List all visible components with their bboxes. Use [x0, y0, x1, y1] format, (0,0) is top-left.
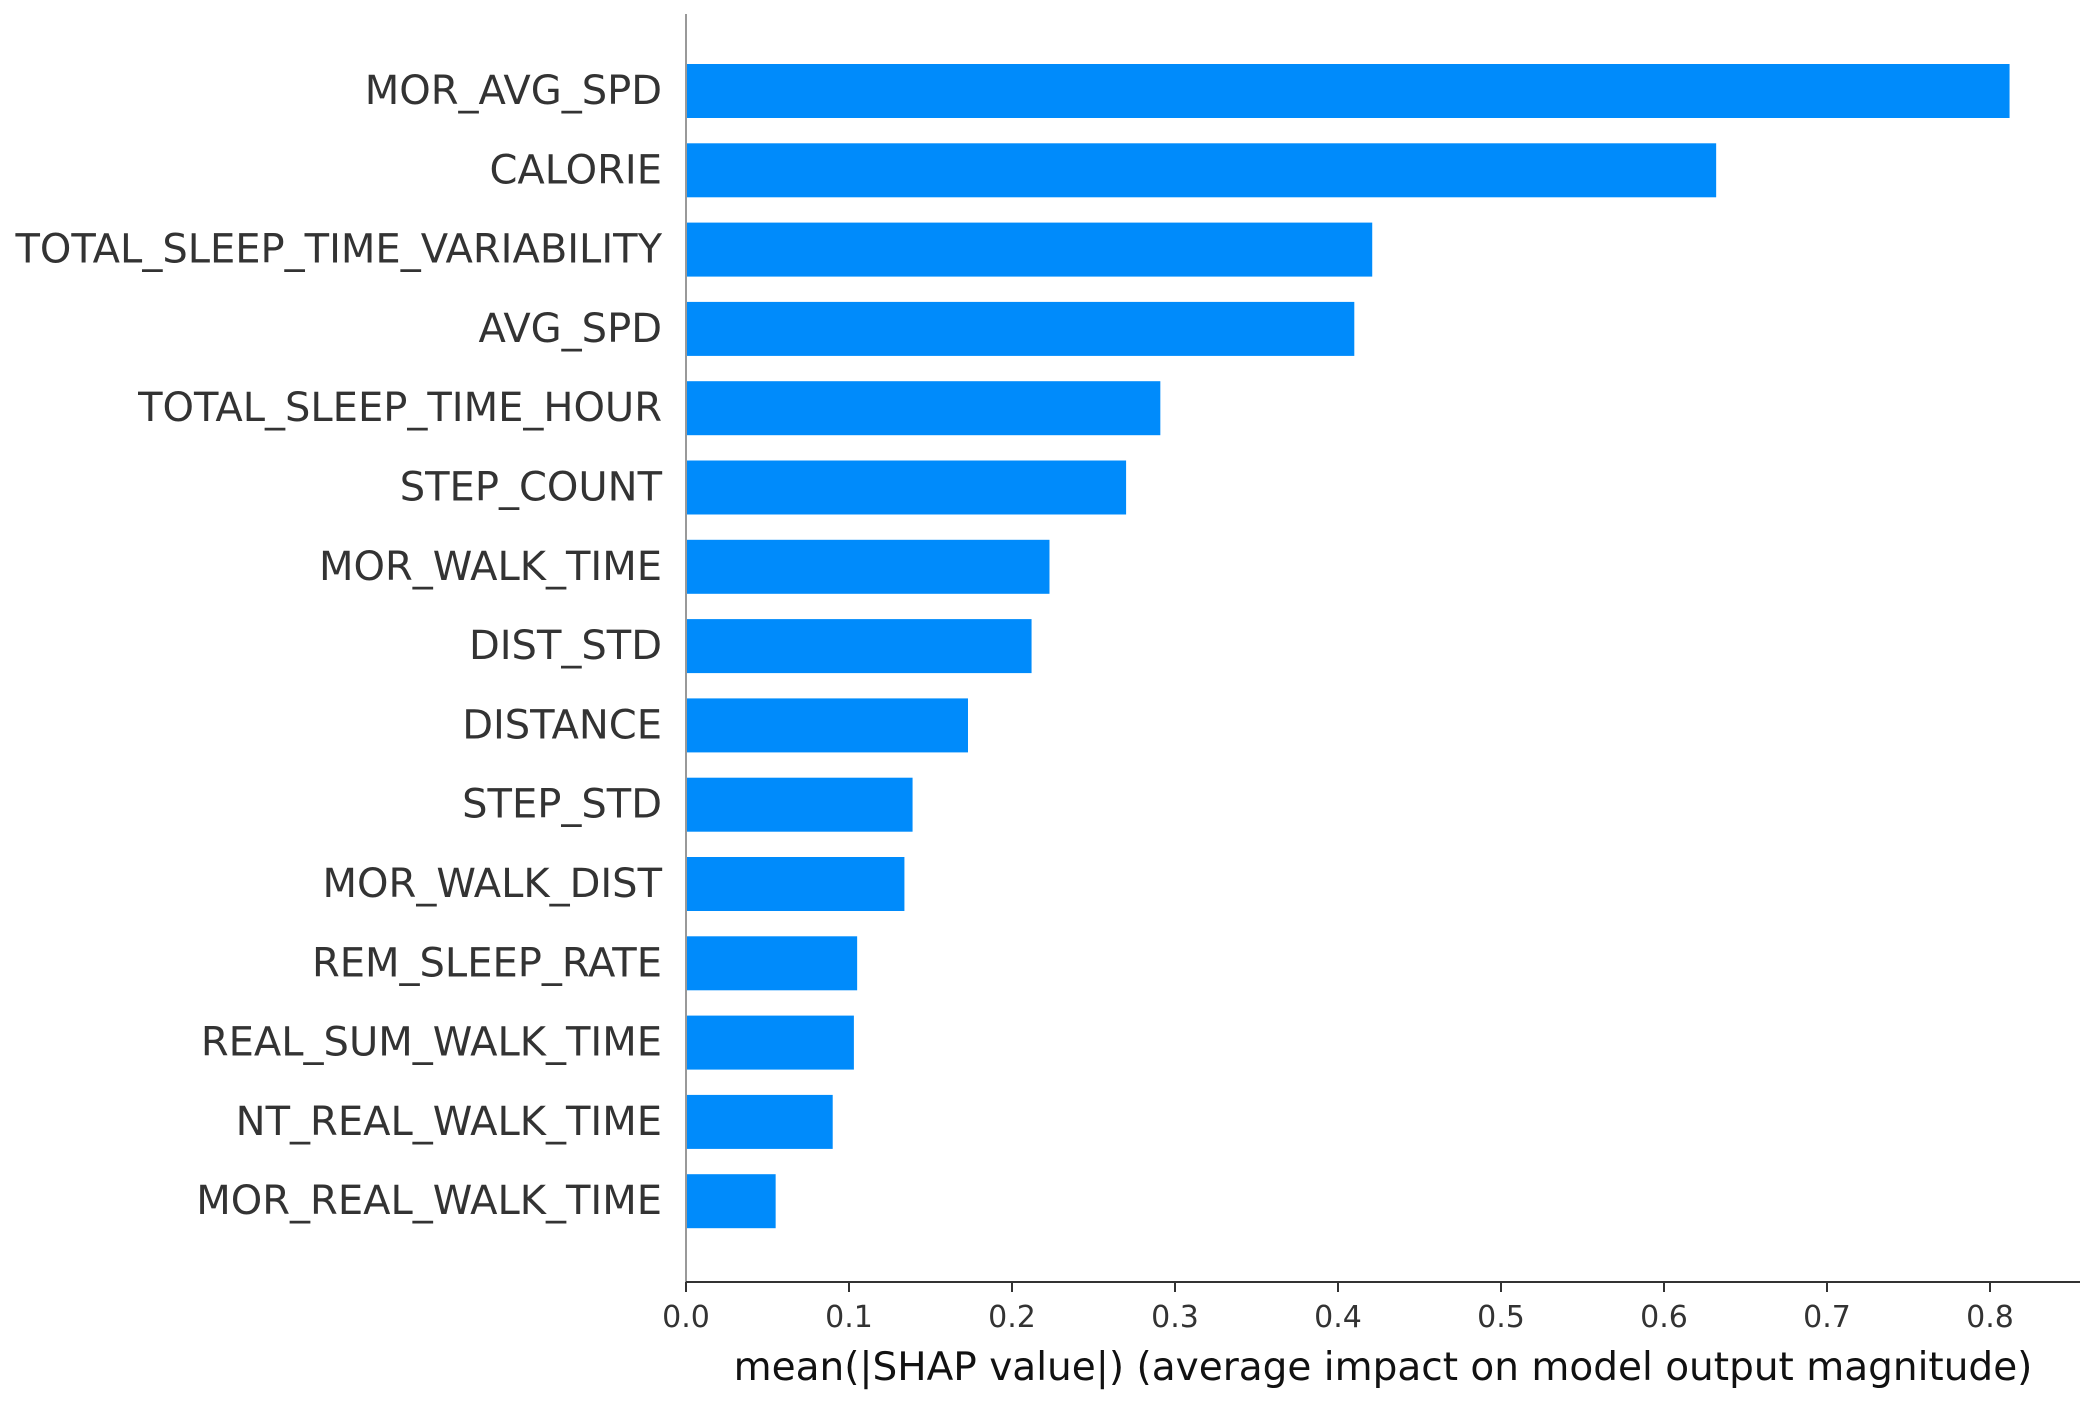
feature-label: DIST_STD	[469, 623, 662, 669]
bar-step-count	[686, 460, 1127, 515]
feature-label: MOR_REAL_WALK_TIME	[196, 1178, 662, 1224]
bar-calorie	[686, 143, 1717, 198]
bar-total-sleep-time-variability	[686, 222, 1373, 277]
x-tick-label: 0.7	[1803, 1300, 1851, 1335]
bar-rem-sleep-rate	[686, 936, 858, 991]
feature-label: TOTAL_SLEEP_TIME_VARIABILITY	[14, 227, 662, 273]
feature-label: DISTANCE	[462, 702, 662, 748]
bar-distance	[686, 698, 968, 753]
bar-real-sum-walk-time	[686, 1015, 854, 1070]
bar-total-sleep-time-hour	[686, 381, 1161, 436]
feature-labels: MOR_AVG_SPD CALORIE TOTAL_SLEEP_TIME_VARIA…	[14, 68, 662, 1224]
bar-mor-walk-time	[686, 539, 1050, 594]
x-tick-label: 0.8	[1966, 1300, 2014, 1335]
feature-label: MOR_WALK_DIST	[323, 861, 663, 907]
x-tick-label: 0.4	[1314, 1300, 1362, 1335]
feature-label: TOTAL_SLEEP_TIME_HOUR	[137, 385, 662, 431]
feature-label: REAL_SUM_WALK_TIME	[201, 1020, 662, 1066]
bars-layer	[686, 64, 2010, 1229]
bar-mor-walk-dist	[686, 857, 905, 911]
feature-label: NT_REAL_WALK_TIME	[236, 1099, 662, 1145]
bar-step-std	[686, 777, 913, 832]
bar-avg-spd	[686, 301, 1355, 356]
x-axis-ticks: 0.0 0.1 0.2 0.3 0.4 0.5 0.6 0.7 0.8	[662, 1282, 2014, 1335]
x-tick-label: 0.2	[988, 1300, 1036, 1335]
x-axis-title: mean(|SHAP value|) (average impact on mo…	[734, 1345, 2033, 1390]
bar-mor-avg-spd	[686, 64, 2010, 118]
feature-label: MOR_AVG_SPD	[365, 68, 662, 114]
x-tick-label: 0.5	[1477, 1300, 1525, 1335]
feature-label: AVG_SPD	[479, 306, 662, 352]
x-tick-label: 0.3	[1151, 1300, 1199, 1335]
bar-dist-std	[686, 619, 1032, 674]
feature-label: CALORIE	[490, 147, 663, 193]
feature-label: STEP_COUNT	[400, 465, 663, 511]
feature-label: STEP_STD	[462, 782, 662, 828]
bar-mor-real-walk-time	[686, 1174, 776, 1229]
feature-label: MOR_WALK_TIME	[319, 544, 662, 590]
bar-nt-real-walk-time	[686, 1094, 833, 1149]
x-tick-label: 0.0	[662, 1300, 710, 1335]
x-tick-label: 0.1	[825, 1300, 873, 1335]
x-tick-label: 0.6	[1640, 1300, 1688, 1335]
feature-label: REM_SLEEP_RATE	[312, 940, 662, 986]
